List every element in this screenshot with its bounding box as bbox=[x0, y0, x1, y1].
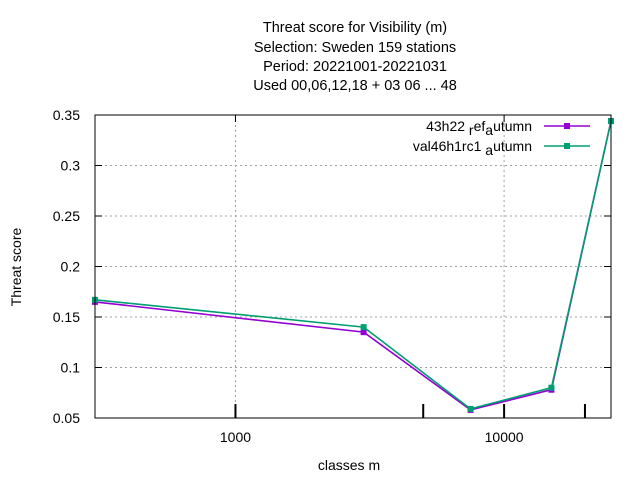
y-tick-label: 0.3 bbox=[61, 158, 81, 174]
legend-label: 43h22 refautumn bbox=[426, 118, 532, 138]
series-line bbox=[94, 120, 612, 410]
data-point bbox=[360, 329, 367, 336]
title-line-1: Threat score for Visibility (m) bbox=[263, 20, 447, 36]
tick-labels: 0.05 0.1 0.15 0.2 0.25 0.3 0.35 1000 10000 bbox=[53, 107, 524, 445]
y-tick-label: 0.2 bbox=[61, 259, 81, 275]
title-line-3: Period: 20221001-20221031 bbox=[263, 59, 447, 75]
y-axis-label: Threat score bbox=[8, 227, 24, 306]
legend-swatch-marker bbox=[564, 143, 570, 149]
chart-title: Threat score for Visibility (m) Selectio… bbox=[253, 20, 457, 94]
series-lines bbox=[92, 118, 614, 413]
legend-swatch-marker bbox=[564, 123, 570, 129]
series-line bbox=[94, 120, 612, 411]
y-tick-label: 0.25 bbox=[53, 208, 80, 224]
series-1 bbox=[92, 118, 614, 413]
data-point bbox=[467, 405, 474, 412]
y-tick-label: 0.15 bbox=[53, 309, 80, 325]
plot-frame bbox=[94, 114, 612, 419]
y-tick-label: 0.05 bbox=[53, 410, 80, 426]
grid-lines bbox=[95, 115, 611, 418]
axis-ticks bbox=[95, 114, 611, 419]
title-line-4: Used 00,06,12,18 + 03 06 ... 48 bbox=[253, 78, 457, 94]
legend-label: val46h1rc1 autumn bbox=[413, 138, 532, 158]
title-line-2: Selection: Sweden 159 stations bbox=[254, 40, 456, 56]
y-tick-label: 0.1 bbox=[61, 360, 81, 376]
x-tick-label: 1000 bbox=[220, 429, 251, 445]
x-axis-label: classes m bbox=[318, 457, 380, 473]
x-tick-label: 10000 bbox=[485, 429, 524, 445]
data-point bbox=[360, 324, 367, 331]
data-point bbox=[548, 384, 555, 391]
y-tick-label: 0.35 bbox=[53, 107, 80, 123]
